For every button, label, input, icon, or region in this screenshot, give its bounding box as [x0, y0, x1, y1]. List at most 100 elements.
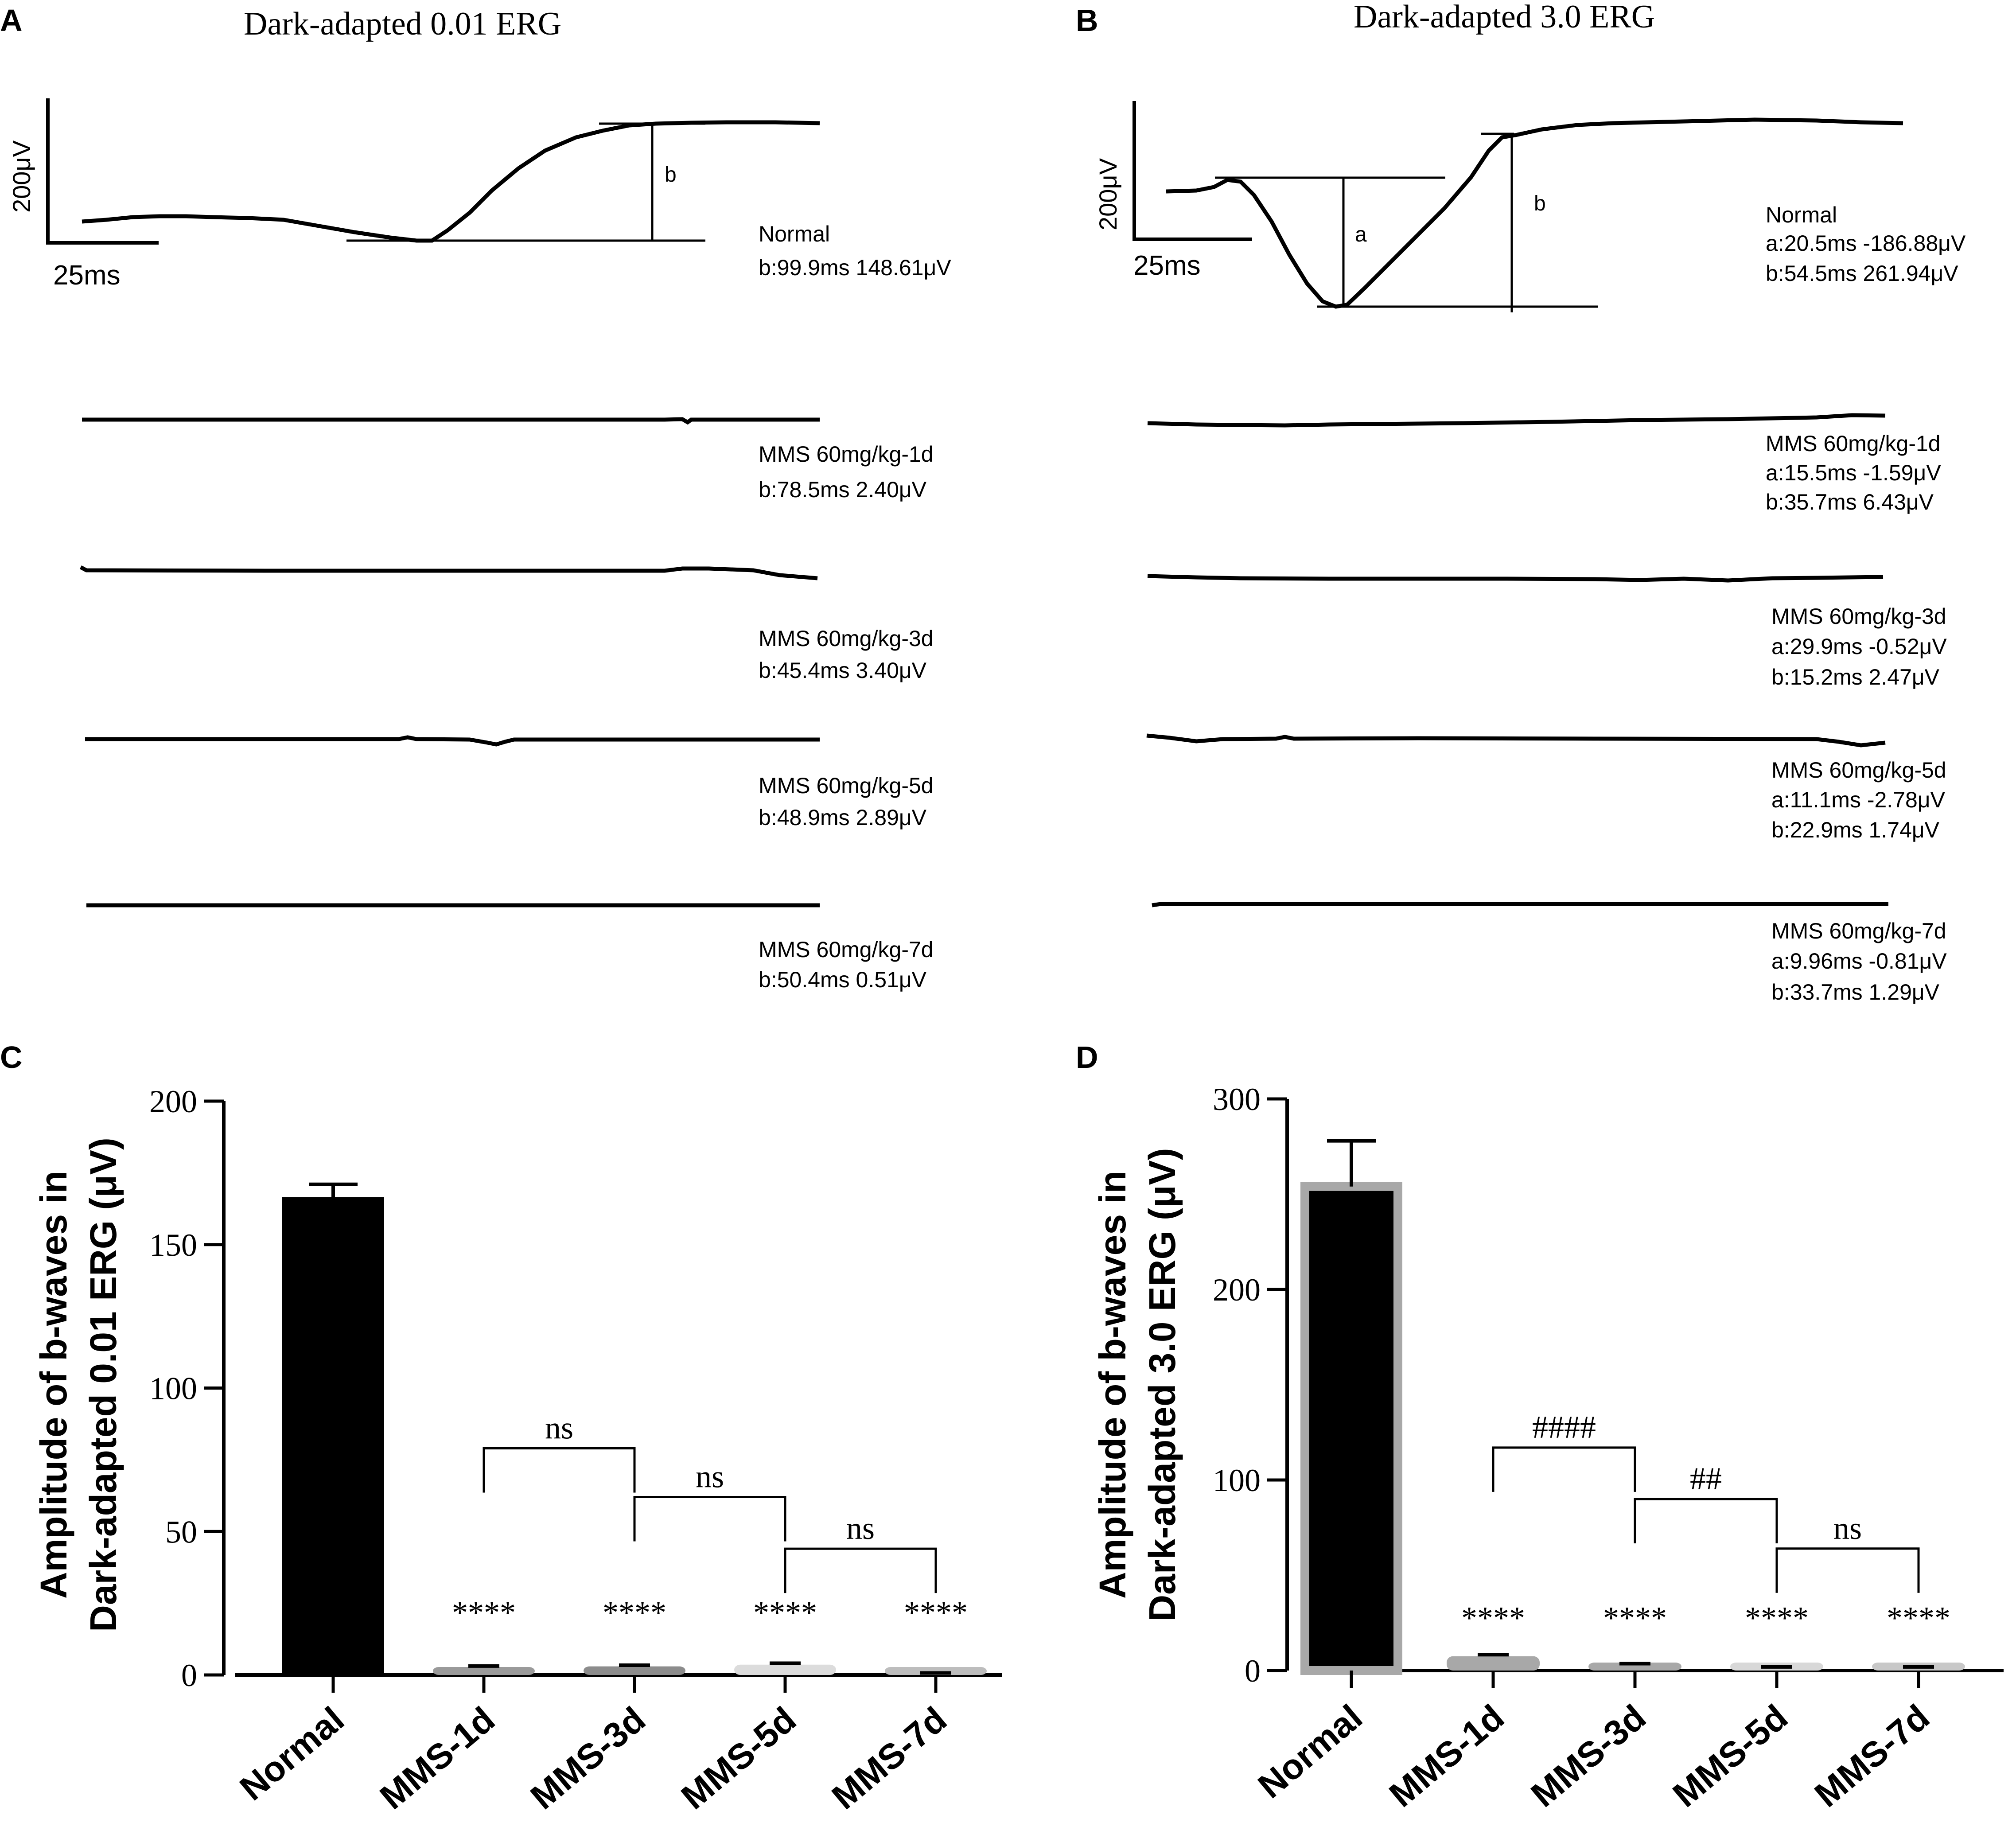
y-axis-label: Amplitude of b-waves in: [1092, 1171, 1133, 1599]
annotation-line: b:99.9ms 148.61μV: [759, 255, 951, 280]
panel-b-b-marker: b: [1534, 192, 1546, 215]
panel-b-a-marker: a: [1355, 223, 1367, 246]
bar: [1588, 1663, 1681, 1671]
bar: [1447, 1656, 1540, 1671]
panel-a-label: A: [0, 3, 23, 38]
bar: [885, 1667, 987, 1675]
annotation-line: b:50.4ms 0.51μV: [759, 967, 927, 992]
bracket-label: ns: [545, 1410, 573, 1445]
bar: [282, 1197, 384, 1675]
annotation-line: b:22.9ms 1.74μV: [1771, 818, 1940, 842]
annotation-line: MMS 60mg/kg-1d: [1766, 431, 1941, 456]
annotation-line: MMS 60mg/kg-5d: [759, 773, 934, 798]
bar: [584, 1666, 685, 1675]
panel-c-bar-chart: 0 50 100 150 200 Amplitude of b-waves in Dark-…: [33, 1084, 1002, 1817]
panel-a-b-marker: b: [665, 163, 677, 187]
significance-stars: ****: [1603, 1600, 1667, 1636]
significance-stars: ****: [603, 1595, 666, 1630]
annotation-line: MMS 60mg/kg-3d: [1771, 604, 1946, 629]
annotation-line: MMS 60mg/kg-7d: [759, 937, 934, 962]
bracket-label: ns: [1833, 1511, 1862, 1546]
panel-b-annotation-1d: MMS 60mg/kg-1d a:15.5ms -1.59μV b:35.7ms…: [1766, 431, 1941, 514]
bracket-label: ns: [696, 1459, 724, 1495]
significance-bracket: [1634, 1498, 1778, 1543]
panel-d-label: D: [1076, 1040, 1098, 1075]
annotation-line: b:33.7ms 1.29μV: [1771, 980, 1940, 1005]
panel-a-annotation-5d: MMS 60mg/kg-5d b:48.9ms 2.89μV: [759, 773, 934, 830]
annotation-line: Normal: [1766, 203, 1837, 227]
annotation-line: b:45.4ms 3.40μV: [759, 658, 927, 683]
panel-b-scale-y-label: 200μV: [1094, 158, 1122, 230]
panel-a-trace-5d: [85, 735, 820, 747]
x-tick-label: MMS-1d: [1382, 1697, 1511, 1815]
panel-b-label: B: [1076, 3, 1098, 38]
x-tick-label: MMS-7d: [1807, 1697, 1937, 1815]
significance-stars: ****: [1745, 1600, 1809, 1636]
bracket-label: ##: [1690, 1461, 1722, 1496]
panel-a-trace-3d: [79, 565, 818, 580]
panel-a-annotation-3d: MMS 60mg/kg-3d b:45.4ms 3.40μV: [759, 626, 934, 683]
bar: [734, 1664, 836, 1675]
panel-b-annotation-7d: MMS 60mg/kg-7d a:9.96ms -0.81μV b:33.7ms…: [1771, 919, 1947, 1005]
x-tick-label: Normal: [233, 1699, 351, 1808]
x-tick-label: MMS-3d: [1524, 1697, 1653, 1815]
panel-b-annotation-normal: Normal a:20.5ms -186.88μV b:54.5ms 261.9…: [1766, 203, 1966, 286]
panel-a-annotation-1d: MMS 60mg/kg-1d b:78.5ms 2.40μV: [759, 442, 934, 502]
panel-a-annotation-normal: Normal b:99.9ms 148.61μV: [759, 222, 951, 280]
x-tick-label: MMS-3d: [523, 1699, 653, 1817]
significance-bracket: [1775, 1547, 1920, 1593]
panel-d-bar-chart: 0 100 200 300 Amplitude of b-waves in Dark-ad…: [1092, 1082, 2004, 1815]
y-axis-label: Amplitude of b-waves in: [33, 1171, 74, 1599]
panel-b: B Dark-adapted 3.0 ERG 200μV 25ms a b No…: [1076, 0, 1966, 1005]
panel-b-title: Dark-adapted 3.0 ERG: [1354, 0, 1655, 35]
panel-b-trace-normal: [1166, 117, 1903, 309]
panel-a-annotation-7d: MMS 60mg/kg-7d b:50.4ms 0.51μV: [759, 937, 934, 992]
significance-stars: ****: [904, 1595, 968, 1630]
y-tick-label: 0: [181, 1658, 197, 1693]
panel-b-annotation-5d: MMS 60mg/kg-5d a:11.1ms -2.78μV b:22.9ms…: [1771, 758, 1946, 842]
annotation-line: a:9.96ms -0.81μV: [1771, 949, 1947, 974]
panel-b-scale-x-label: 25ms: [1133, 250, 1201, 281]
panel-b-trace-1d: [1147, 413, 1886, 428]
annotation-line: b:48.9ms 2.89μV: [759, 805, 927, 830]
y-axis-label: Dark-adapted 0.01 ERG (μV): [82, 1137, 124, 1632]
annotation-line: a:11.1ms -2.78μV: [1771, 787, 1946, 812]
significance-bracket: [483, 1447, 636, 1493]
panel-a-trace-normal: [82, 120, 820, 243]
y-tick-label: 100: [149, 1371, 197, 1406]
y-tick-label: 300: [1213, 1082, 1261, 1117]
annotation-line: MMS 60mg/kg-1d: [759, 442, 934, 467]
significance-stars: ****: [1887, 1600, 1950, 1636]
significance-bracket: [633, 1496, 786, 1542]
x-tick-label: MMS-7d: [825, 1699, 954, 1817]
panel-a-scale-y-label: 200μV: [8, 140, 35, 213]
x-tick-label: MMS-1d: [373, 1699, 502, 1817]
panel-a: A Dark-adapted 0.01 ERG 200μV 25ms b Nor…: [0, 3, 951, 992]
panel-b-annotation-3d: MMS 60mg/kg-3d a:29.9ms -0.52μV b:15.2ms…: [1771, 604, 1947, 689]
significance-stars: ****: [753, 1595, 817, 1630]
panel-a-trace-1d: [82, 417, 820, 425]
bar: [433, 1667, 535, 1675]
y-tick-label: 50: [165, 1514, 197, 1550]
panel-b-trace-7d: [1152, 902, 1888, 907]
x-tick-label: MMS-5d: [674, 1699, 803, 1817]
annotation-line: b:78.5ms 2.40μV: [759, 477, 927, 502]
annotation-line: b:35.7ms 6.43μV: [1766, 490, 1934, 514]
y-tick-label: 100: [1213, 1463, 1261, 1498]
annotation-line: a:20.5ms -186.88μV: [1766, 231, 1966, 256]
annotation-line: Normal: [759, 222, 830, 246]
annotation-line: a:15.5ms -1.59μV: [1766, 460, 1941, 485]
annotation-line: MMS 60mg/kg-7d: [1771, 919, 1946, 943]
panel-a-scale-x-label: 25ms: [53, 260, 121, 291]
bracket-label: ns: [846, 1511, 875, 1546]
y-tick-label: 0: [1245, 1653, 1261, 1689]
annotation-line: b:54.5ms 261.94μV: [1766, 261, 1958, 286]
bracket-label: ####: [1532, 1410, 1596, 1445]
annotation-line: a:29.9ms -0.52μV: [1771, 634, 1947, 659]
panel-b-trace-3d: [1147, 574, 1884, 583]
x-tick-label: MMS-5d: [1666, 1697, 1795, 1815]
y-tick-label: 150: [149, 1227, 197, 1263]
significance-bracket: [1492, 1446, 1636, 1492]
annotation-line: b:15.2ms 2.47μV: [1771, 665, 1940, 689]
